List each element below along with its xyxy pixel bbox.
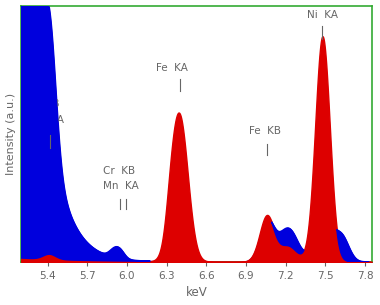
Text: Mn  KA: Mn KA xyxy=(103,181,139,191)
Text: Ni  KA: Ni KA xyxy=(307,10,338,20)
Text: Cr  KB: Cr KB xyxy=(103,166,135,176)
Y-axis label: Intensity (a.u.): Intensity (a.u.) xyxy=(6,93,16,175)
Text: V  KB: V KB xyxy=(32,99,60,109)
X-axis label: keV: keV xyxy=(185,286,207,300)
Text: Fe  KB: Fe KB xyxy=(249,126,281,136)
Text: Cr  KA: Cr KA xyxy=(32,115,64,125)
Text: Fe  KA: Fe KA xyxy=(156,63,188,74)
